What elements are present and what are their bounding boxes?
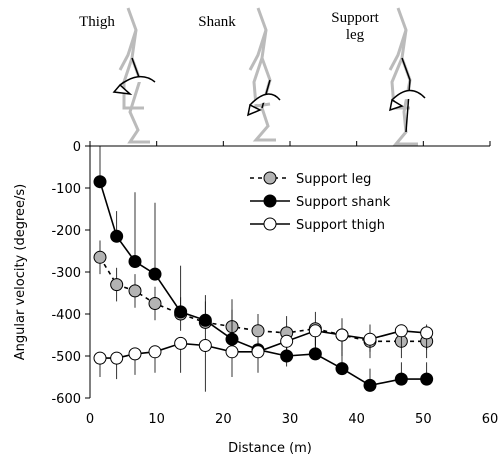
series: [93, 240, 434, 359]
marker: [174, 305, 188, 319]
x-tick-label: 30: [282, 412, 299, 427]
marker: [394, 372, 408, 386]
legend-label: Support thigh: [296, 218, 385, 233]
marker: [110, 229, 124, 243]
marker: [420, 372, 434, 386]
legend-marker: [263, 194, 277, 208]
marker: [128, 255, 142, 268]
marker: [93, 250, 107, 264]
panel-label: Shank: [198, 14, 236, 30]
y-tick-label: -600: [51, 392, 81, 407]
x-tick-label: 40: [348, 412, 365, 427]
legend-label: Support leg: [296, 172, 371, 187]
marker: [251, 324, 265, 338]
marker: [110, 351, 124, 365]
marker: [174, 336, 188, 350]
marker: [148, 267, 162, 281]
panel-label: Thigh: [79, 14, 115, 30]
marker: [93, 175, 107, 189]
legend-label: Support shank: [296, 195, 391, 210]
y-tick-label: -500: [51, 350, 81, 365]
y-tick-label: 0: [73, 140, 81, 155]
y-tick-label: -400: [51, 308, 81, 323]
marker: [198, 339, 212, 352]
series: [93, 324, 434, 392]
x-tick-label: 60: [482, 412, 499, 427]
marker: [225, 345, 239, 359]
panel-label: Support leg: [331, 10, 379, 43]
x-tick-label: 0: [86, 412, 94, 427]
marker: [198, 313, 212, 327]
marker: [280, 334, 294, 348]
marker: [394, 324, 408, 338]
x-axis-label: Distance (m): [228, 441, 312, 456]
y-tick-label: -100: [51, 182, 81, 197]
marker: [363, 378, 377, 392]
x-tick-label: 50: [415, 412, 432, 427]
marker: [420, 326, 434, 340]
marker: [110, 278, 124, 292]
marker: [93, 351, 107, 365]
y-tick-label: -200: [51, 224, 81, 239]
marker: [335, 328, 349, 342]
marker: [251, 345, 265, 359]
x-tick-label: 20: [215, 412, 232, 427]
y-tick-label: -300: [51, 266, 81, 281]
marker: [308, 324, 322, 338]
marker: [148, 297, 162, 310]
marker: [335, 362, 349, 376]
series: [93, 146, 434, 392]
marker: [148, 345, 162, 359]
marker: [225, 332, 239, 346]
marker: [128, 347, 142, 361]
illustration-highlight: [112, 57, 426, 133]
marker: [128, 284, 142, 298]
x-tick-label: 10: [148, 412, 165, 427]
legend-marker: [263, 217, 277, 231]
legend-marker: [263, 171, 277, 185]
marker: [363, 332, 377, 346]
y-axis-label: Angular velocity (degree/s): [13, 184, 28, 360]
